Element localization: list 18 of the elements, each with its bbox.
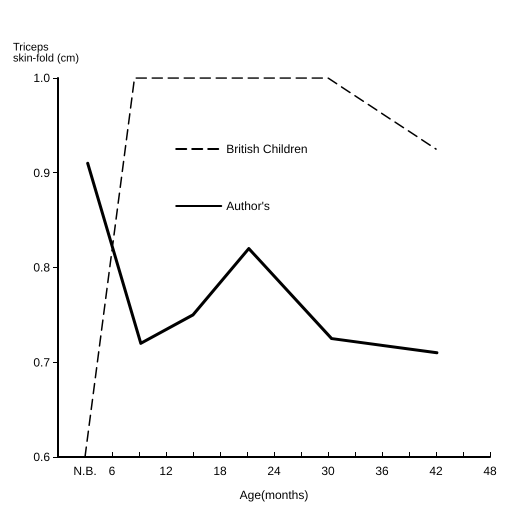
x-tick-label: 48 xyxy=(483,464,497,478)
y-axis-title: Triceps skin-fold (cm) xyxy=(13,42,80,64)
x-tick-label: 42 xyxy=(429,464,443,478)
x-tick-label: 36 xyxy=(375,464,389,478)
y-tick-label: 0.9 xyxy=(33,166,50,180)
x-tick-label: 12 xyxy=(159,464,173,478)
y-tick-label: 1.0 xyxy=(33,71,50,85)
y-tick-label: 0.6 xyxy=(33,450,50,464)
x-tick-label: 18 xyxy=(213,464,227,478)
x-tick-label: N.B. xyxy=(73,464,97,478)
x-tick-label: 6 xyxy=(108,464,116,478)
y-tick-label: 0.7 xyxy=(33,355,50,370)
x-tick-label: 24 xyxy=(267,464,281,478)
legend-label: British Children xyxy=(226,142,308,156)
y-tick-label: 0.8 xyxy=(33,260,50,274)
legend-label: Author's xyxy=(226,199,270,213)
x-tick-label: 30 xyxy=(321,464,335,478)
x-axis-title: Age(months) xyxy=(240,488,308,502)
